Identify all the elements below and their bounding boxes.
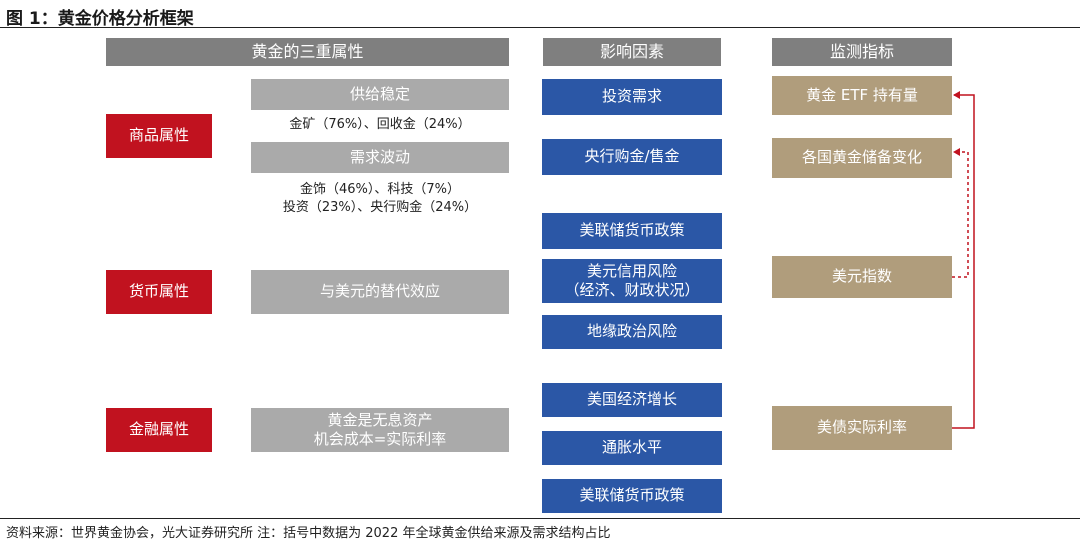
detail-no-yield-asset: 黄金是无息资产 机会成本=实际利率 [251, 408, 509, 452]
indicator-dollar-index: 美元指数 [772, 256, 952, 298]
factor-central-bank-gold: 央行购金/售金 [542, 139, 722, 175]
factor-fed-policy-2: 美联储货币政策 [542, 479, 722, 513]
header-indicators: 监测指标 [772, 38, 952, 66]
demand-note: 金饰（46%）、科技（7%） 投资（23%）、央行购金（24%） [282, 182, 478, 215]
attribute-financial: 金融属性 [106, 408, 212, 452]
connector-solid [952, 91, 975, 429]
header-attributes: 黄金的三重属性 [106, 38, 509, 66]
footer-rule [0, 518, 1080, 519]
factor-fed-policy: 美联储货币政策 [542, 213, 722, 249]
title-rule [0, 27, 1080, 28]
indicator-etf-holdings: 黄金 ETF 持有量 [772, 76, 952, 115]
detail-supply-stable: 供给稳定 [251, 79, 509, 110]
factor-inflation: 通胀水平 [542, 431, 722, 465]
connector-dashed [952, 148, 969, 278]
indicator-gold-reserves: 各国黄金储备变化 [772, 138, 952, 178]
factor-us-growth: 美国经济增长 [542, 383, 722, 417]
factor-geopolitical-risk: 地缘政治风险 [542, 315, 722, 349]
factor-dollar-credit-risk: 美元信用风险 （经济、财政状况） [542, 259, 722, 303]
footer-source: 资料来源：世界黄金协会，光大证券研究所 注：括号中数据为 2022 年全球黄金供… [6, 526, 611, 541]
attribute-commodity: 商品属性 [106, 114, 212, 158]
attribute-currency: 货币属性 [106, 270, 212, 314]
detail-dollar-substitute: 与美元的替代效应 [251, 270, 509, 314]
detail-demand-fluctuation: 需求波动 [251, 142, 509, 173]
factor-investment-demand: 投资需求 [542, 79, 722, 115]
header-factors: 影响因素 [543, 38, 721, 66]
indicator-real-yield: 美债实际利率 [772, 406, 952, 450]
figure-title: 图 1：黄金价格分析框架 [6, 9, 194, 29]
supply-note: 金矿（76%）、回收金（24%） [289, 117, 471, 132]
